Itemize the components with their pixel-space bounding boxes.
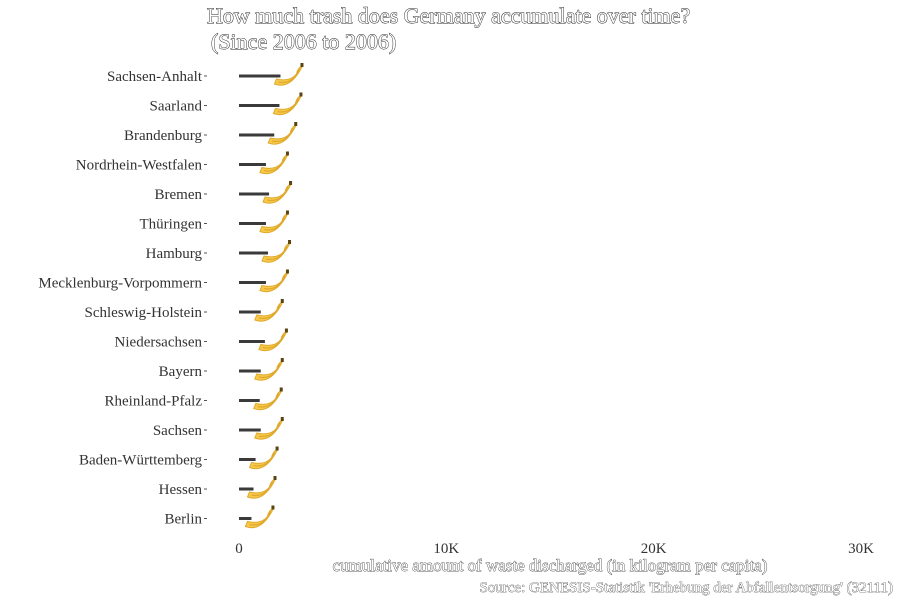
y-tick-label: Saarland	[150, 99, 203, 115]
banana-marker	[254, 358, 284, 381]
banana-stem	[285, 269, 289, 274]
banana-marker	[267, 122, 298, 145]
banana-ridge	[266, 186, 289, 202]
banana-ridge	[263, 275, 286, 290]
banana-body	[261, 242, 292, 263]
banana-stem	[294, 122, 298, 126]
banana-stem	[285, 151, 289, 156]
banana-ridge	[258, 304, 281, 320]
banana-body	[246, 478, 277, 499]
x-axis-title: cumulative amount of waste discharged (i…	[333, 556, 768, 575]
plot-area: 0 10K 20K 30K Sachsen-Anhalt Saarland Brandenb…	[38, 63, 874, 557]
y-tick-label: Schleswig-Holstein	[85, 305, 203, 321]
banana-marker	[258, 328, 288, 352]
banana-ridge	[278, 68, 301, 84]
banana-body	[262, 183, 293, 204]
x-tick-label: 10K	[433, 541, 459, 557]
chart-caption: Source: GENESIS-Statistik 'Erhebung der …	[479, 580, 893, 596]
banana-body	[254, 360, 284, 381]
banana-marker	[259, 151, 289, 175]
banana-marker	[254, 299, 284, 322]
y-tick-label: Sachsen	[153, 423, 203, 439]
banana-ridge	[262, 334, 285, 349]
y-tick-label: Hessen	[159, 482, 203, 498]
y-tick-label: Berlin	[165, 512, 203, 528]
banana-ridge	[277, 98, 299, 113]
x-tick-label: 30K	[848, 541, 874, 557]
banana-stem	[285, 210, 289, 215]
banana-body	[272, 94, 303, 116]
banana-stem	[275, 446, 279, 451]
banana-ridge	[263, 216, 286, 231]
banana-marker	[259, 210, 289, 234]
y-tick-label: Mecklenburg-Vorpommern	[38, 276, 202, 292]
banana-ridge	[258, 422, 281, 438]
chart-title: How much trash does Germany accumulate o…	[207, 3, 690, 28]
banana-stem	[280, 417, 284, 421]
banana-stem	[288, 240, 292, 244]
y-tick-label: Bremen	[155, 187, 203, 203]
y-tick-label: Bayern	[159, 364, 203, 380]
banana-body	[244, 507, 275, 529]
banana-ridge	[265, 245, 288, 261]
banana-body	[253, 389, 283, 411]
x-tick-label: 0	[235, 541, 243, 557]
banana-ridge	[263, 157, 286, 172]
banana-marker	[259, 269, 289, 293]
chart-subtitle: (Since 2006 to 2006)	[211, 29, 396, 54]
banana-body	[259, 153, 289, 175]
y-tick-label: Baden-Württemberg	[79, 453, 203, 469]
banana-ridge	[272, 127, 294, 143]
banana-body	[248, 448, 279, 470]
y-tick-label: Sachsen-Anhalt	[107, 69, 203, 85]
banana-marker	[272, 92, 303, 116]
banana-body	[267, 124, 298, 145]
banana-ridge	[251, 481, 274, 497]
y-tick-label: Hamburg	[146, 246, 203, 262]
banana-body	[258, 330, 288, 352]
banana-ridge	[249, 511, 271, 526]
banana-stem	[299, 92, 303, 97]
y-tick-label: Rheinland-Pfalz	[105, 394, 203, 410]
banana-ridge	[253, 452, 276, 467]
banana-marker	[244, 505, 275, 529]
banana-stem	[284, 328, 288, 333]
banana-marker	[262, 181, 293, 204]
y-tick-label: Brandenburg	[124, 128, 203, 144]
banana-stem	[300, 63, 304, 67]
banana-stem	[273, 476, 277, 480]
banana-marker	[248, 446, 279, 470]
banana-stem	[289, 181, 293, 185]
banana-ridge	[257, 393, 280, 408]
x-tick-label: 20K	[641, 541, 667, 557]
banana-marker	[246, 476, 277, 499]
banana-ridge	[258, 363, 281, 379]
banana-body	[254, 419, 284, 440]
banana-body	[273, 65, 304, 86]
banana-stem	[279, 387, 283, 392]
banana-body	[259, 271, 289, 293]
banana-body	[259, 212, 289, 234]
banana-stem	[271, 505, 275, 510]
y-tick-label: Nordrhein-Westfalen	[76, 158, 203, 174]
banana-marker	[253, 387, 283, 411]
y-tick-label: Thüringen	[140, 217, 203, 233]
banana-stem	[280, 299, 284, 303]
banana-marker	[254, 417, 284, 440]
banana-stem	[280, 358, 284, 362]
banana-body	[254, 301, 284, 322]
banana-marker	[273, 63, 304, 86]
banana-marker	[261, 240, 292, 263]
y-tick-label: Niedersachsen	[115, 335, 203, 351]
